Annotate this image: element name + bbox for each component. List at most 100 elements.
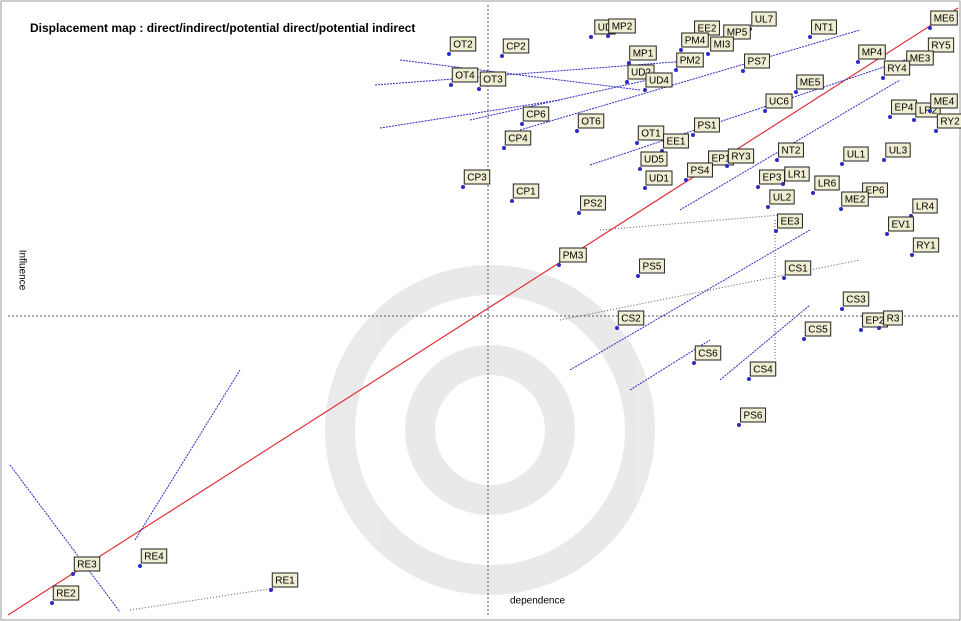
point-label: MI3 [711, 37, 734, 51]
point-label: ME2 [842, 192, 869, 206]
point [928, 26, 932, 30]
label-text: ME4 [934, 97, 955, 108]
point-label: PS4 [688, 163, 713, 177]
point-label: UD5 [641, 152, 667, 166]
point-label: OT1 [638, 126, 663, 140]
label-text: LR1 [788, 170, 807, 181]
label-text: EP4 [895, 103, 914, 114]
label-text: CS3 [846, 295, 866, 306]
label-text: EP3 [763, 173, 782, 184]
point [737, 423, 741, 427]
point-label: CS6 [695, 346, 720, 360]
point [774, 229, 778, 233]
label-text: OT6 [581, 117, 601, 128]
point [50, 601, 54, 605]
label-text: PS1 [698, 121, 717, 132]
label-text: R3 [887, 314, 900, 325]
point-label: CP1 [513, 184, 538, 198]
point [877, 326, 881, 330]
point-label: EP3 [760, 170, 785, 184]
label-text: RE2 [56, 589, 76, 600]
label-text: PM4 [685, 36, 706, 47]
point [606, 34, 610, 38]
point [912, 118, 916, 122]
point-label: CS5 [805, 322, 830, 336]
label-text: MP4 [862, 48, 883, 59]
point-label: ME3 [907, 51, 934, 65]
point-label: UD1 [646, 171, 672, 185]
point-label: PM3 [560, 248, 587, 262]
point [763, 109, 767, 113]
point [706, 52, 710, 56]
point [691, 133, 695, 137]
point [684, 178, 688, 182]
point [477, 87, 481, 91]
label-text: LR6 [818, 179, 837, 190]
point [888, 115, 892, 119]
point-label: EV1 [889, 217, 914, 231]
point-label: EP4 [892, 100, 917, 114]
label-text: OT2 [453, 40, 473, 51]
label-text: UL3 [889, 146, 908, 157]
point-label: RE4 [141, 549, 166, 563]
point-label: LR6 [815, 176, 839, 190]
label-text: RE4 [144, 552, 164, 563]
point [638, 167, 642, 171]
point [811, 191, 815, 195]
point-label: MP4 [859, 45, 886, 59]
label-text: UD1 [649, 174, 669, 185]
point [627, 61, 631, 65]
point-label: UL3 [886, 143, 910, 157]
point-label: CS2 [618, 311, 643, 325]
point-label: MP2 [609, 19, 636, 33]
point [934, 129, 938, 133]
chart: Displacement map : direct/indirect/poten… [0, 0, 961, 621]
point-label: EE1 [664, 134, 689, 148]
point-label: CS3 [843, 292, 868, 306]
point [502, 146, 506, 150]
label-text: ME3 [910, 54, 931, 65]
point-label: OT4 [452, 68, 477, 82]
label-text: CP4 [508, 134, 528, 145]
point-label: RY2 [937, 114, 961, 128]
label-text: ME5 [800, 78, 821, 89]
point [625, 80, 629, 84]
point [747, 377, 751, 381]
point [557, 263, 561, 267]
point [575, 129, 579, 133]
point-label: NT2 [779, 143, 804, 157]
label-text: UL2 [773, 193, 792, 204]
label-text: UL1 [847, 150, 866, 161]
point [856, 60, 860, 64]
label-text: CS2 [621, 314, 641, 325]
label-text: RY3 [731, 152, 751, 163]
point-label: RE3 [74, 557, 99, 571]
point-label: CP3 [464, 170, 489, 184]
point [782, 276, 786, 280]
label-text: PS2 [584, 199, 603, 210]
label-text: RY2 [940, 117, 960, 128]
point [500, 54, 504, 58]
point-label: NT1 [812, 20, 837, 34]
label-text: NT2 [782, 146, 801, 157]
point-label: PS7 [745, 54, 770, 68]
label-text: EP2 [866, 316, 885, 327]
point [910, 253, 914, 257]
point-label: CS4 [750, 362, 775, 376]
label-text: PS6 [744, 411, 763, 422]
point [643, 88, 647, 92]
point-label: LR1 [785, 167, 809, 181]
point [674, 68, 678, 72]
point [615, 326, 619, 330]
point [840, 307, 844, 311]
point-label: UL7 [752, 12, 776, 26]
label-text: PS4 [691, 166, 710, 177]
label-text: CP3 [467, 173, 487, 184]
point [725, 164, 729, 168]
point [839, 207, 843, 211]
point [741, 69, 745, 73]
point-label: ME4 [931, 94, 958, 108]
label-text: OT4 [455, 71, 475, 82]
label-text: CS1 [788, 264, 808, 275]
point-label: PM4 [682, 33, 709, 47]
